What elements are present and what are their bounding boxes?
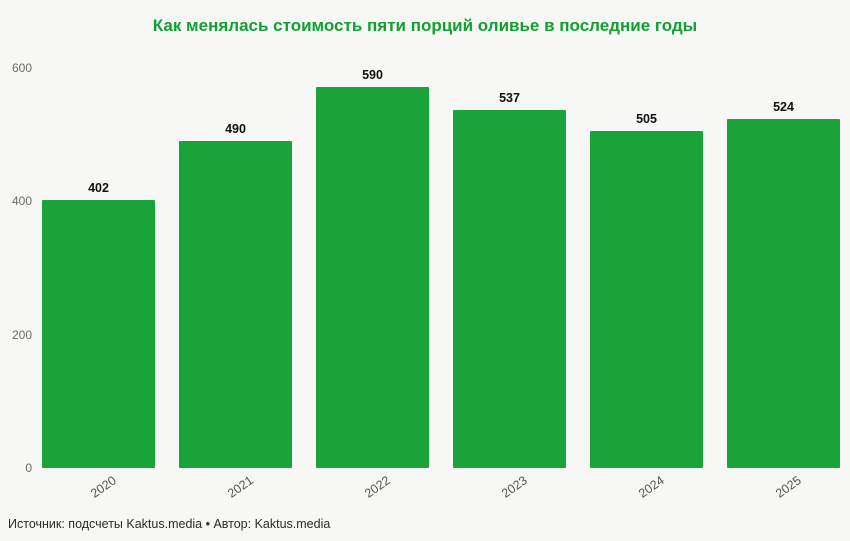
- chart-title: Как менялась стоимость пяти порций оливь…: [152, 16, 698, 35]
- x-axis-label: 2025: [772, 473, 804, 501]
- x-axis-label: 2024: [635, 473, 667, 501]
- bar-value-label: 524: [773, 99, 794, 114]
- bar-column: 402 2020: [42, 68, 155, 501]
- bar: [727, 118, 840, 468]
- y-axis-tick-label: 400: [11, 194, 32, 209]
- bar-column: 490 2021: [179, 68, 292, 501]
- x-axis-label: 2020: [87, 473, 119, 501]
- bar: [42, 200, 155, 468]
- bar-column: 524 2025: [727, 68, 840, 501]
- y-axis: 0 200 400 600: [0, 61, 34, 475]
- x-axis-label: 2023: [498, 473, 530, 501]
- bar: [179, 141, 292, 468]
- bar-value-label: 402: [88, 181, 109, 195]
- x-axis-label: 2022: [361, 473, 393, 501]
- bar: [590, 131, 703, 468]
- bar: [316, 87, 429, 468]
- bar-value-label: 590: [362, 68, 383, 82]
- y-axis-tick-label: 0: [25, 461, 32, 475]
- bar-column: 537 2023: [453, 68, 566, 501]
- bar-column: 590 2022: [316, 68, 429, 501]
- y-axis-tick-label: 200: [11, 327, 32, 342]
- plot-area: 0 200 400 600 402 2020 490 2021 590 2022 537 2023 5…: [0, 61, 850, 501]
- bar-value-label: 537: [499, 91, 520, 105]
- bar-value-label: 490: [225, 122, 246, 137]
- bar-column: 505 2024: [590, 68, 703, 501]
- bar-value-label: 505: [636, 112, 657, 127]
- y-axis-tick-label: 600: [11, 61, 32, 75]
- bars-container: 402 2020 490 2021 590 2022 537 2023 505 2024 524 20…: [42, 68, 840, 501]
- x-axis-label: 2021: [224, 473, 256, 501]
- source-note: Источник: подсчеты Kaktus.media • Автор:…: [8, 517, 331, 531]
- bar: [453, 110, 566, 468]
